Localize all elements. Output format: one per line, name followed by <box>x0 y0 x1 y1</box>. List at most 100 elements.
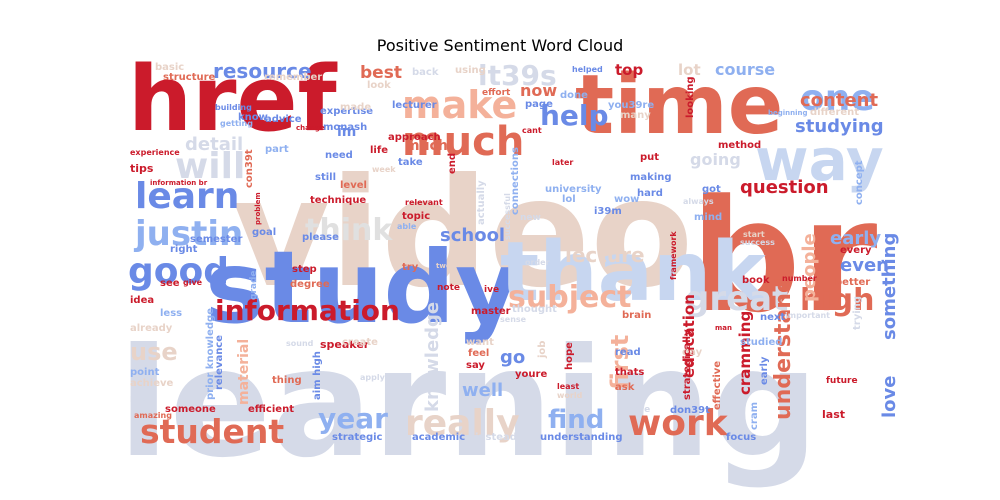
word-br: br <box>690 166 877 347</box>
word-new: new <box>520 213 541 223</box>
word-approach: approach <box>388 132 441 143</box>
word-monash: monash <box>323 122 367 133</box>
word-instead: instead <box>475 432 517 443</box>
word-day: day <box>682 347 703 358</box>
word-hope: hope <box>564 342 575 370</box>
word-job: job <box>537 341 548 359</box>
word-relevant: relevant <box>405 198 443 207</box>
word-concept: concept <box>854 160 865 205</box>
word-thats: thats <box>615 367 644 378</box>
word-master: master <box>471 306 511 317</box>
word-wow: wow <box>614 194 639 205</box>
word-learning: learning <box>118 317 819 491</box>
word-thank: thank <box>500 225 768 320</box>
word-man: man <box>715 324 732 332</box>
word-say: say <box>466 360 485 371</box>
word-studied: studied <box>740 337 782 348</box>
word-work: work <box>628 403 729 444</box>
word-remember: remember <box>264 72 322 83</box>
word-different: different <box>810 107 859 118</box>
word-actually: actually <box>476 180 487 225</box>
word-lecture: lecture <box>565 243 645 267</box>
word-stage: stage <box>622 405 650 415</box>
word-give: give <box>183 278 203 287</box>
word-strategically: strategically <box>682 329 693 400</box>
word-back: back <box>412 67 439 78</box>
word-i39m: i39m <box>594 206 622 217</box>
word-able: able <box>397 222 417 231</box>
word-successful: successful <box>503 193 512 240</box>
word-ive: ive <box>484 285 499 295</box>
word-find: find <box>548 405 604 435</box>
word-mind: mind <box>694 212 722 223</box>
word-start: start <box>743 230 765 239</box>
word-youre: youre <box>515 369 547 380</box>
word-two: two <box>436 262 451 270</box>
word-think: think <box>305 213 393 248</box>
word-early: early <box>759 356 770 385</box>
word-want: want <box>466 337 494 348</box>
word-always: always <box>683 197 714 206</box>
word-learn: learn <box>135 176 239 217</box>
word-make: make <box>402 83 517 127</box>
word-got: got <box>702 184 721 195</box>
word-relevance: relevance <box>214 335 225 390</box>
word-apply: apply <box>360 373 386 382</box>
word-done: done <box>560 90 588 101</box>
word-success: success <box>740 238 775 247</box>
word-amazing: amazing <box>134 411 172 420</box>
word-try: try <box>402 262 419 273</box>
word-advice: advice <box>265 114 302 125</box>
word-helped: helped <box>572 65 603 74</box>
word-resource: resource <box>213 59 312 83</box>
word-good: good <box>128 251 229 292</box>
word-understand: understand <box>771 277 796 420</box>
word-content: content <box>800 90 878 111</box>
word-high: high <box>800 283 874 318</box>
word-lecturer: lecturer <box>392 100 437 111</box>
word-ask: ask <box>615 382 635 393</box>
word-aim-high: aim high <box>312 351 323 400</box>
word-right: right <box>170 244 198 255</box>
word-building: building <box>215 103 252 112</box>
word-point: point <box>130 367 160 378</box>
word-someone: someone <box>165 404 216 415</box>
word-every: every <box>840 245 872 256</box>
word-going: going <box>690 150 741 169</box>
word-even: even <box>840 255 889 276</box>
word-order: order <box>525 258 550 267</box>
word-page: page <box>525 99 553 110</box>
word-take: take <box>398 157 423 168</box>
word-education: education <box>680 294 698 378</box>
word-effort: effort <box>482 88 511 98</box>
word-time: time <box>575 58 783 153</box>
word-course: course <box>715 60 775 79</box>
word-topic: topic <box>402 211 430 222</box>
word-year: year <box>318 402 388 435</box>
word-habit: habit <box>130 395 154 404</box>
word-sense: sense <box>500 315 527 324</box>
word-brain: brain <box>622 310 651 321</box>
word-thought: thought <box>512 304 557 315</box>
word-problem: problem <box>254 192 262 225</box>
word-well: well <box>462 380 503 401</box>
word-studying: studying <box>795 116 884 137</box>
word-see: see <box>160 278 180 289</box>
word-cram: cram <box>749 402 760 430</box>
word-people: people <box>799 233 820 302</box>
word-tips: tips <box>130 162 154 175</box>
word-less: less <box>160 308 182 319</box>
word-method: method <box>718 140 761 151</box>
word-lot: lot <box>678 61 701 79</box>
word-knowledge: knowledge <box>422 302 443 412</box>
word-grade: grade <box>249 270 259 300</box>
word-basic: basic <box>155 62 184 73</box>
word-thing: thing <box>272 375 302 386</box>
word-trying: trying <box>852 296 863 330</box>
word-please: please <box>302 232 339 243</box>
word-end: end <box>447 153 458 174</box>
word-sound: sound <box>286 339 314 348</box>
word-still: still <box>315 172 336 183</box>
word-feel: feel <box>468 348 489 359</box>
